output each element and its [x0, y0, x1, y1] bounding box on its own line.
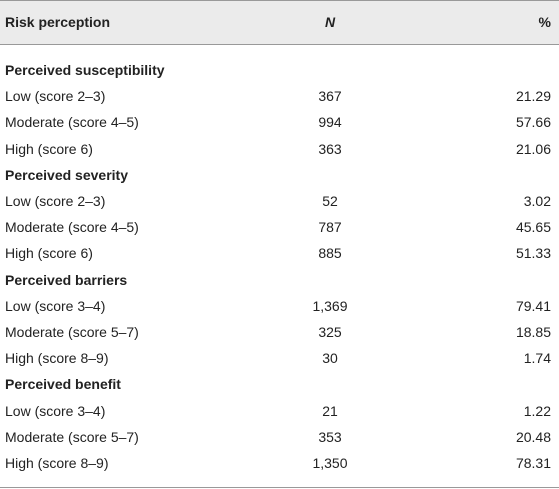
- percent-cell: 21.29: [515, 88, 551, 105]
- percent-cell: 3.02: [523, 193, 551, 209]
- percent-cell: 1.74: [523, 350, 551, 367]
- count-cell: 353: [318, 428, 342, 445]
- percent-cell: 45.65: [515, 219, 551, 236]
- column-header: N: [324, 14, 336, 30]
- percent-cell: 18.85: [515, 324, 551, 340]
- count-cell: 21: [322, 402, 338, 419]
- row-label: Moderate (score 4–5): [5, 114, 139, 131]
- percent-cell: 78.31: [515, 455, 551, 471]
- count-cell: 30: [322, 350, 338, 367]
- section-title: Perceived barriers: [5, 271, 128, 288]
- row-label: Moderate (score 5–7): [5, 324, 139, 340]
- row-label: Low (score 3–4): [5, 402, 106, 419]
- row-label: High (score 6): [5, 245, 93, 262]
- section-title: Perceived severity: [5, 166, 128, 183]
- count-cell: 885: [318, 245, 342, 262]
- bottom-rule: [0, 487, 559, 488]
- percent-cell: 21.06: [515, 140, 551, 157]
- count-cell: 1,350: [312, 455, 348, 471]
- header-row: [0, 0, 559, 45]
- percent-cell: 20.48: [515, 428, 551, 445]
- column-header: %: [538, 14, 551, 30]
- percent-cell: 79.41: [515, 297, 551, 314]
- row-label: Low (score 2–3): [5, 193, 106, 209]
- row-label: Low (score 3–4): [5, 297, 106, 314]
- count-cell: 367: [318, 88, 342, 105]
- percent-cell: 1.22: [523, 402, 551, 419]
- section-title: Perceived benefit: [5, 376, 121, 393]
- row-label: High (score 8–9): [5, 350, 109, 367]
- count-cell: 1,369: [312, 297, 348, 314]
- row-label: High (score 6): [5, 140, 93, 157]
- count-cell: 787: [318, 219, 342, 236]
- count-cell: 52: [322, 193, 338, 209]
- count-cell: 325: [318, 324, 342, 340]
- count-cell: 994: [318, 114, 342, 131]
- count-cell: 363: [318, 140, 342, 157]
- percent-cell: 51.33: [515, 245, 551, 262]
- row-label: Moderate (score 5–7): [5, 428, 139, 445]
- row-label: High (score 8–9): [5, 455, 109, 471]
- row-label: Moderate (score 4–5): [5, 219, 139, 236]
- row-label: Low (score 2–3): [5, 88, 106, 105]
- percent-cell: 57.66: [515, 114, 551, 131]
- column-header: Risk perception: [5, 14, 111, 30]
- section-title: Perceived susceptibility: [5, 62, 165, 78]
